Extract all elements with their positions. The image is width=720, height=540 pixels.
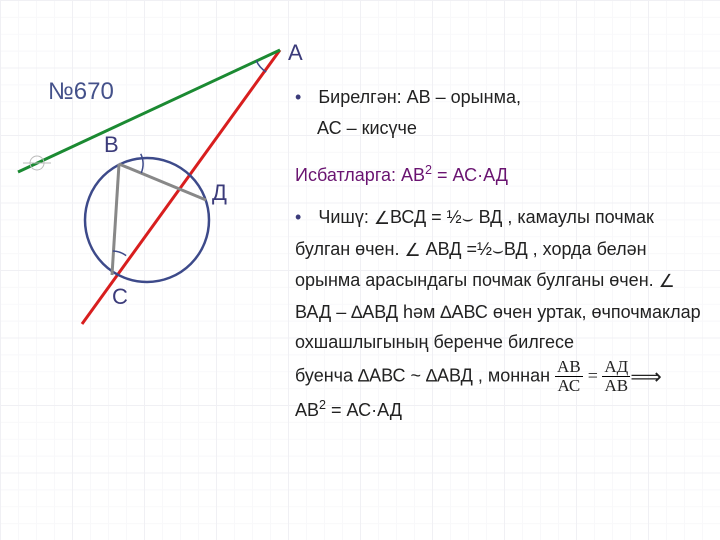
angle-icon: ∠ bbox=[405, 235, 421, 266]
given-bullet: Бирелгән: АВ – орынма, bbox=[285, 82, 705, 113]
point-label-a: А bbox=[288, 40, 303, 66]
prove-statement: Исбатларга: АВ2 = АС·АД bbox=[295, 163, 705, 186]
solution-bullet: Чишү: ∠ВСД = ½⌣ ВД , камаулы почмак булг… bbox=[285, 202, 705, 426]
point-label-b: В bbox=[104, 132, 119, 158]
frac1-den: АС bbox=[555, 377, 583, 395]
angle-icon: ∠ bbox=[659, 266, 675, 297]
sol-p3: ВАД – ∆АВД һәм ∆АВС өчен уртак, өчпочмак… bbox=[295, 302, 701, 353]
geometry-diagram: А В Д С bbox=[12, 40, 292, 340]
point-label-c: С bbox=[112, 284, 128, 310]
frac2-den: АВ bbox=[602, 377, 630, 395]
given-prefix: Бирелгән: bbox=[318, 87, 406, 107]
conclusion-suffix: = АС·АД bbox=[326, 400, 402, 420]
prove-suffix: = АС·АД bbox=[432, 165, 508, 185]
frac2-num: АД bbox=[602, 358, 630, 377]
implies-icon: ⟹ bbox=[630, 364, 662, 389]
sol-p2a: АВД =½ bbox=[421, 239, 492, 259]
sol-p1a: ВСД = ½ bbox=[390, 207, 462, 227]
conclusion-exp: 2 bbox=[319, 398, 326, 412]
given-line1: АВ – орынма, bbox=[407, 87, 521, 107]
sol-p4: буенча ∆АВС ~ ∆АВД , моннан bbox=[295, 365, 555, 385]
angle-icon: ∠ bbox=[374, 203, 390, 234]
point-label-d: Д bbox=[212, 180, 227, 206]
fraction-2: АД АВ bbox=[602, 358, 630, 395]
prove-prefix: Исбатларга: АВ bbox=[295, 165, 425, 185]
fraction-1: АВ АС bbox=[555, 358, 583, 395]
conclusion-prefix: АВ bbox=[295, 400, 319, 420]
frac1-num: АВ bbox=[555, 358, 583, 377]
equals-sign: = bbox=[588, 365, 603, 385]
given-line2: АС – кисүче bbox=[317, 113, 705, 144]
arc-icon: ⌣ bbox=[462, 203, 474, 234]
solution-prefix: Чишү: bbox=[318, 207, 374, 227]
text-content: Бирелгән: АВ – орынма, АС – кисүче Исбат… bbox=[285, 82, 705, 426]
arc-icon: ⌣ bbox=[492, 235, 504, 266]
diagram-svg bbox=[12, 40, 292, 340]
prove-exponent: 2 bbox=[425, 163, 432, 177]
